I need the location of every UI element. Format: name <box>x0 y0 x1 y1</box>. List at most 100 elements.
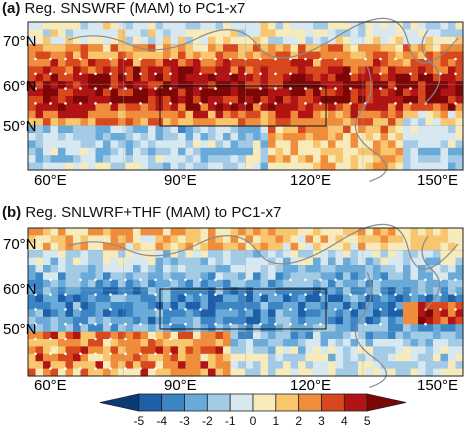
field-cell <box>283 346 292 355</box>
field-cell <box>455 242 464 251</box>
field-cell <box>200 103 209 112</box>
field-cell <box>223 66 232 75</box>
field-cell <box>305 125 314 134</box>
field-cell <box>350 272 359 281</box>
field-cell <box>35 339 44 347</box>
field-cell <box>365 272 374 281</box>
field-cell <box>230 324 239 333</box>
field-cell <box>215 155 224 164</box>
field-cell <box>245 125 254 134</box>
field-cell <box>320 257 329 266</box>
field-cell <box>283 331 292 340</box>
field-cell <box>103 265 112 273</box>
field-cell <box>28 265 37 273</box>
field-cell <box>433 36 442 45</box>
significance-dot <box>454 57 457 61</box>
field-cell <box>163 361 172 370</box>
field-cell <box>230 302 239 310</box>
field-cell <box>73 368 82 377</box>
field-cell <box>425 265 434 273</box>
field-cell <box>178 331 187 340</box>
field-cell <box>65 96 74 104</box>
field-cell <box>410 118 419 127</box>
field-cell <box>65 265 74 273</box>
field-cell <box>110 29 119 38</box>
field-cell <box>350 294 359 303</box>
field-cell <box>118 118 127 127</box>
field-cell <box>268 103 277 112</box>
field-cell <box>395 73 404 82</box>
field-cell <box>335 118 344 127</box>
field-cell <box>28 368 37 377</box>
significance-dot <box>169 72 172 76</box>
significance-dot <box>274 57 277 61</box>
field-cell <box>73 339 82 347</box>
significance-dot <box>139 72 142 76</box>
significance-dot <box>49 57 52 61</box>
field-cell <box>125 110 134 119</box>
field-cell <box>200 257 209 266</box>
field-cell <box>373 257 382 266</box>
field-cell <box>133 88 142 97</box>
field-cell <box>358 66 367 75</box>
field-cell <box>170 287 179 296</box>
field-cell <box>170 147 179 156</box>
field-cell <box>28 96 37 104</box>
field-cell <box>80 133 89 141</box>
field-cell <box>275 316 284 325</box>
field-cell <box>350 302 359 310</box>
field-cell <box>350 147 359 156</box>
field-cell <box>418 103 427 112</box>
field-cell <box>343 346 352 355</box>
field-cell <box>380 96 389 104</box>
significance-dot <box>154 87 157 90</box>
field-cell <box>395 302 404 310</box>
field-cell <box>440 265 449 273</box>
field-cell <box>238 302 247 310</box>
field-cell <box>95 272 104 281</box>
field-cell <box>215 133 224 141</box>
field-cell <box>410 287 419 296</box>
significance-dot <box>379 57 382 61</box>
field-cell <box>200 228 209 236</box>
field-cell <box>448 51 457 60</box>
field-cell <box>433 96 442 104</box>
field-cell <box>170 59 179 67</box>
field-cell <box>238 324 247 333</box>
field-cell <box>350 235 359 244</box>
field-cell <box>103 73 112 82</box>
field-cell <box>290 272 299 281</box>
field-cell <box>305 279 314 288</box>
field-cell <box>200 110 209 119</box>
field-cell <box>448 294 457 303</box>
field-cell <box>313 302 322 310</box>
field-cell <box>103 324 112 333</box>
field-cell <box>73 36 82 45</box>
field-cell <box>305 36 314 45</box>
field-cell <box>125 36 134 45</box>
field-cell <box>215 361 224 370</box>
field-cell <box>95 353 104 362</box>
field-cell <box>268 302 277 310</box>
field-cell <box>268 242 277 251</box>
significance-dot <box>409 102 412 105</box>
field-cell <box>380 235 389 244</box>
field-cell <box>65 88 74 97</box>
field-cell <box>418 73 427 82</box>
field-cell <box>410 36 419 45</box>
field-cell <box>320 294 329 303</box>
field-cell <box>238 353 247 362</box>
field-cell <box>140 147 149 156</box>
field-cell <box>43 44 52 53</box>
field-cell <box>320 22 329 30</box>
significance-dot <box>94 278 97 282</box>
field-cell <box>290 66 299 75</box>
field-cell <box>80 302 89 310</box>
field-cell <box>35 155 44 164</box>
field-cell <box>163 140 172 149</box>
field-cell <box>95 346 104 355</box>
field-cell <box>58 331 67 340</box>
field-cell <box>65 155 74 164</box>
significance-dot <box>94 322 97 326</box>
field-cell <box>298 44 307 53</box>
